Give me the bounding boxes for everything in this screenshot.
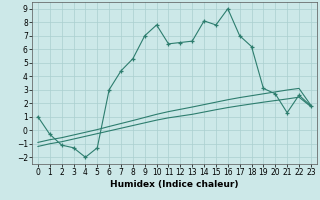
X-axis label: Humidex (Indice chaleur): Humidex (Indice chaleur) (110, 180, 239, 189)
